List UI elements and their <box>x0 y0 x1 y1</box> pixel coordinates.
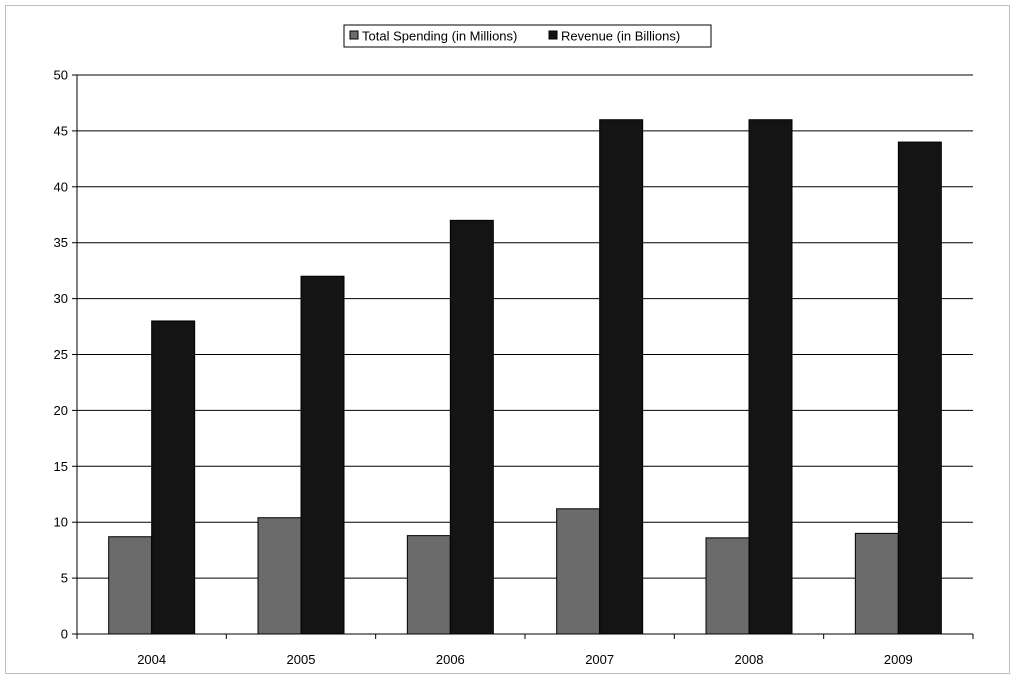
axes <box>72 74 974 639</box>
bar-total-spending <box>406 535 451 635</box>
y-tick-label: 45 <box>54 123 68 138</box>
legend-swatch <box>548 30 558 40</box>
legend-box <box>343 24 712 48</box>
bar-revenue <box>599 119 644 635</box>
bar-revenue <box>300 275 345 635</box>
x-tick-label: 2004 <box>137 652 166 667</box>
y-tick-label: 30 <box>54 291 68 306</box>
bars <box>108 119 942 635</box>
y-tick-label: 25 <box>54 347 68 362</box>
bar-total-spending <box>854 532 899 635</box>
y-tick-label: 15 <box>54 459 68 474</box>
bar-revenue <box>449 219 494 635</box>
x-tick-labels: 2004 2005 2006 2007 2008 2009 <box>137 652 913 667</box>
x-tick-label: 2007 <box>585 652 614 667</box>
bar-total-spending <box>108 536 153 635</box>
y-tick-label: 50 <box>54 68 68 83</box>
legend-label: Total Spending (in Millions) <box>362 29 517 44</box>
y-tick-label: 5 <box>61 571 68 586</box>
gridlines <box>77 74 973 579</box>
legend-label: Revenue (in Billions) <box>561 29 680 44</box>
y-tick-label: 35 <box>54 235 68 250</box>
legend: Total Spending (in Millions) Revenue (in … <box>343 24 712 48</box>
bar-revenue <box>897 141 942 635</box>
y-tick-label: 0 <box>61 627 68 642</box>
x-tick-label: 2008 <box>735 652 764 667</box>
bar-revenue <box>151 320 196 635</box>
legend-swatch <box>349 30 359 40</box>
y-tick-label: 40 <box>54 179 68 194</box>
y-tick-label: 10 <box>54 515 68 530</box>
bar-total-spending <box>556 508 601 635</box>
y-tick-label: 20 <box>54 403 68 418</box>
x-tick-label: 2009 <box>884 652 913 667</box>
x-tick-label: 2006 <box>436 652 465 667</box>
bar-revenue <box>748 119 793 635</box>
y-tick-labels: 0 5 10 15 20 25 30 35 40 45 50 <box>54 68 68 642</box>
x-tick-label: 2005 <box>287 652 316 667</box>
bar-total-spending <box>705 537 750 635</box>
bar-total-spending <box>257 517 302 635</box>
